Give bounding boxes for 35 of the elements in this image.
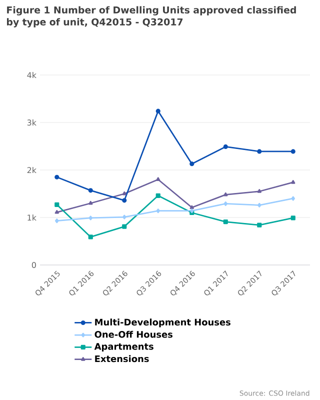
point (156, 108, 160, 114)
point (88, 234, 93, 240)
point (224, 192, 228, 196)
point (88, 200, 93, 205)
point (190, 205, 194, 210)
point (122, 214, 126, 220)
legend-label: One-Off Houses (94, 330, 172, 338)
point (190, 162, 194, 166)
point (257, 189, 262, 193)
point (156, 193, 160, 198)
point (54, 174, 60, 180)
point (122, 198, 127, 203)
point (291, 196, 296, 201)
point (223, 144, 228, 150)
point (88, 216, 93, 220)
point (257, 149, 262, 154)
point (54, 210, 59, 214)
point (156, 208, 160, 214)
point (290, 149, 296, 154)
legend-label: Multi-Development Houses (95, 318, 230, 328)
point (54, 218, 59, 224)
point (156, 177, 160, 181)
point (88, 188, 93, 193)
point (122, 224, 127, 229)
legend-label: Extensions (95, 355, 149, 362)
legend-label: Apartments (94, 343, 154, 352)
point (291, 180, 296, 184)
point (224, 201, 228, 206)
point (122, 191, 126, 196)
point (54, 202, 60, 207)
point (223, 219, 228, 224)
point (257, 202, 262, 208)
point (290, 216, 296, 220)
chart-title: Figure 1 Number of Dwelling Units approved classified by type of unit, Q42015 - Q32017 (6, 6, 296, 28)
point (257, 222, 262, 228)
